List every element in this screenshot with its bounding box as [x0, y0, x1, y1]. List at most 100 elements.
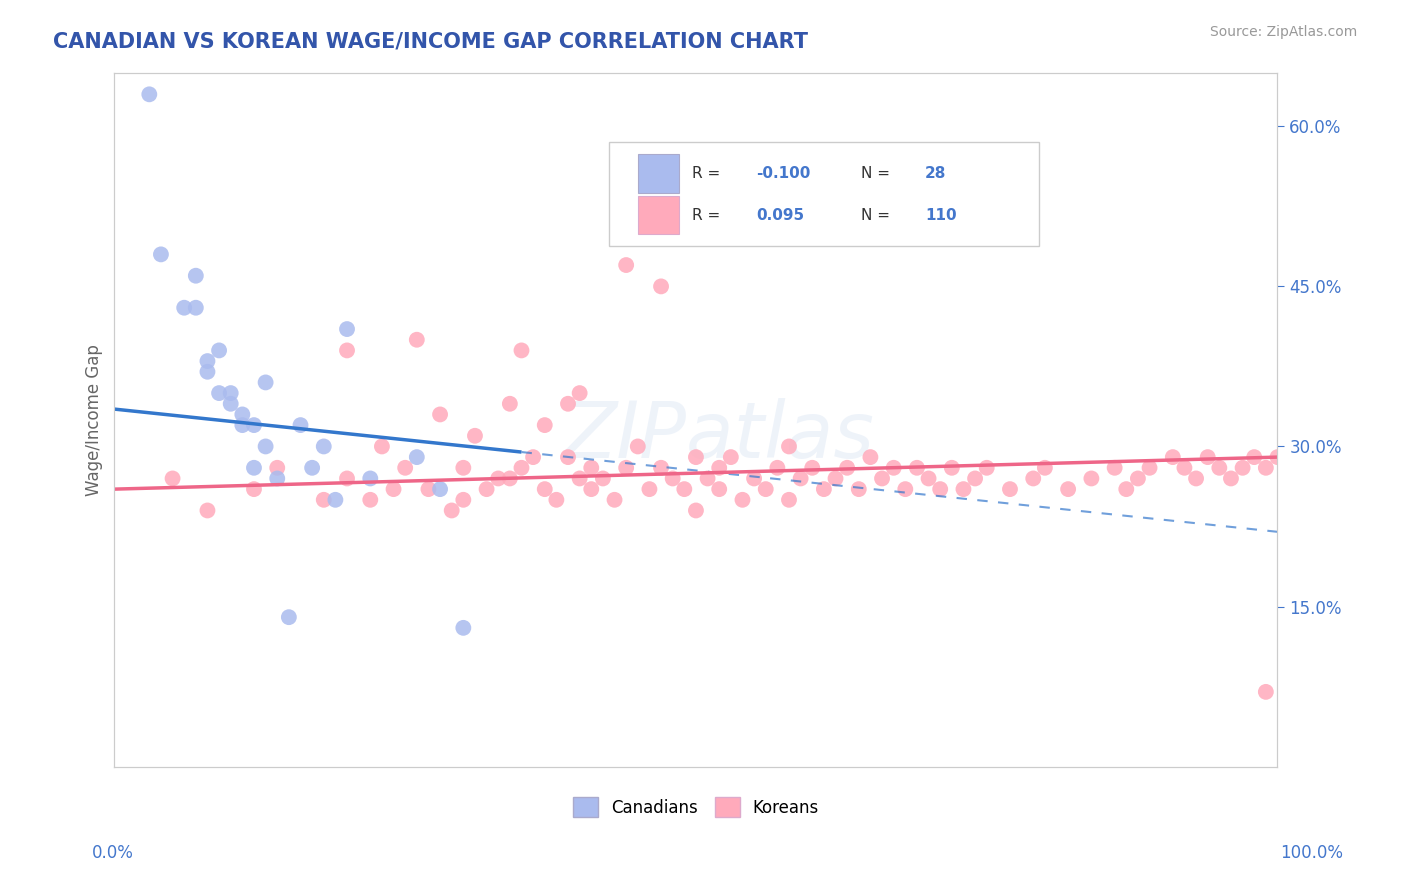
Point	[359, 471, 381, 485]
Point	[277, 610, 299, 624]
Point	[709, 460, 731, 475]
Point	[382, 482, 405, 496]
Point	[755, 482, 778, 496]
Point	[998, 482, 1021, 496]
Point	[731, 492, 754, 507]
Point	[1104, 460, 1126, 475]
Text: -0.100: -0.100	[756, 166, 811, 181]
Text: CANADIAN VS KOREAN WAGE/INCOME GAP CORRELATION CHART: CANADIAN VS KOREAN WAGE/INCOME GAP CORRE…	[53, 31, 808, 51]
Point	[685, 503, 707, 517]
Point	[429, 482, 451, 496]
Point	[976, 460, 998, 475]
Point	[453, 621, 475, 635]
Point	[336, 343, 359, 358]
Point	[453, 492, 475, 507]
Point	[325, 492, 347, 507]
Point	[522, 450, 544, 464]
Point	[1033, 460, 1056, 475]
Point	[510, 343, 533, 358]
Point	[184, 301, 207, 315]
Point	[243, 482, 266, 496]
Point	[917, 471, 939, 485]
Point	[243, 460, 266, 475]
Point	[266, 460, 288, 475]
Point	[371, 440, 394, 454]
Point	[638, 482, 661, 496]
Point	[429, 408, 451, 422]
Text: 28: 28	[925, 166, 946, 181]
Y-axis label: Wage/Income Gap: Wage/Income Gap	[86, 343, 103, 496]
Point	[464, 429, 486, 443]
Point	[650, 460, 672, 475]
Point	[499, 471, 522, 485]
Point	[197, 503, 219, 517]
FancyBboxPatch shape	[609, 143, 1039, 246]
Text: ZIPatlas: ZIPatlas	[564, 398, 875, 474]
Point	[290, 418, 312, 433]
Point	[254, 440, 277, 454]
Point	[405, 450, 427, 464]
Point	[824, 471, 846, 485]
Point	[650, 279, 672, 293]
Point	[696, 471, 718, 485]
Point	[1267, 450, 1289, 464]
Point	[801, 460, 824, 475]
Point	[789, 471, 811, 485]
Point	[673, 482, 696, 496]
Point	[709, 482, 731, 496]
Point	[965, 471, 987, 485]
Point	[778, 492, 800, 507]
Point	[394, 460, 416, 475]
Point	[546, 492, 568, 507]
Point	[440, 503, 463, 517]
Point	[475, 482, 498, 496]
Point	[231, 418, 253, 433]
Point	[173, 301, 195, 315]
Point	[568, 386, 591, 401]
Point	[557, 450, 579, 464]
Point	[219, 397, 242, 411]
Point	[336, 322, 359, 336]
Point	[1173, 460, 1195, 475]
Point	[197, 354, 219, 368]
Point	[208, 343, 231, 358]
Point	[266, 471, 288, 485]
Point	[149, 247, 172, 261]
Point	[1161, 450, 1184, 464]
Point	[627, 440, 650, 454]
Point	[1197, 450, 1219, 464]
Point	[766, 460, 789, 475]
Point	[720, 450, 742, 464]
Point	[557, 397, 579, 411]
Text: N =: N =	[860, 208, 896, 223]
Text: N =: N =	[860, 166, 896, 181]
Point	[533, 482, 555, 496]
Point	[1220, 471, 1243, 485]
Point	[197, 365, 219, 379]
Point	[336, 471, 359, 485]
Point	[499, 397, 522, 411]
Point	[1254, 460, 1277, 475]
Point	[603, 492, 626, 507]
Point	[614, 460, 637, 475]
Point	[184, 268, 207, 283]
Point	[952, 482, 974, 496]
Text: 100.0%: 100.0%	[1279, 844, 1343, 862]
Point	[1243, 450, 1265, 464]
Point	[219, 386, 242, 401]
Point	[1139, 460, 1161, 475]
Point	[661, 471, 683, 485]
Point	[905, 460, 928, 475]
Point	[208, 386, 231, 401]
Point	[742, 471, 765, 485]
Point	[254, 376, 277, 390]
Point	[941, 460, 963, 475]
Point	[533, 418, 555, 433]
Point	[581, 460, 603, 475]
Point	[301, 460, 323, 475]
Point	[592, 471, 614, 485]
Point	[453, 460, 475, 475]
Point	[405, 333, 427, 347]
Point	[312, 440, 335, 454]
Point	[1185, 471, 1208, 485]
